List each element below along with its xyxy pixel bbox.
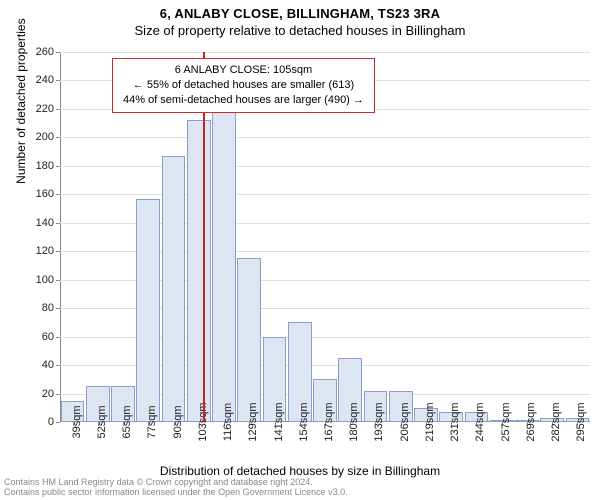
x-axis-title: Distribution of detached houses by size …: [0, 464, 600, 478]
attribution-line-2: Contains public sector information licen…: [4, 488, 348, 498]
y-tick-label: 180: [30, 160, 60, 172]
y-tick-label: 160: [30, 188, 60, 200]
bar: [237, 258, 261, 422]
info-line-1: 6 ANLABY CLOSE: 105sqm: [123, 63, 364, 78]
y-tick-label: 60: [30, 331, 60, 343]
x-tick-label: 116sqm: [214, 403, 234, 441]
x-tick-label: 141sqm: [265, 402, 285, 441]
x-tick-label: 282sqm: [542, 402, 562, 441]
x-tick-label: 193sqm: [365, 402, 385, 441]
grid-line: [60, 52, 590, 53]
x-tick-label: 257sqm: [492, 402, 512, 441]
grid-line: [60, 137, 590, 138]
y-tick-label: 240: [30, 74, 60, 86]
x-tick-label: 295sqm: [567, 402, 587, 441]
x-tick-label: 231sqm: [441, 402, 461, 441]
y-tick-label: 220: [30, 103, 60, 115]
grid-line: [60, 166, 590, 167]
x-tick-label: 77sqm: [138, 405, 158, 438]
x-tick-label: 129sqm: [239, 402, 259, 441]
y-axis-title: Number of detached properties: [14, 18, 28, 183]
bar: [212, 102, 236, 422]
x-tick-label: 269sqm: [517, 402, 537, 441]
x-tick-label: 219sqm: [416, 402, 436, 441]
x-tick-label: 244sqm: [466, 402, 486, 441]
y-tick-label: 200: [30, 131, 60, 143]
x-tick-label: 167sqm: [315, 402, 335, 441]
x-tick-label: 39sqm: [63, 405, 83, 438]
y-tick-label: 260: [30, 46, 60, 58]
y-tick-label: 0: [30, 416, 60, 428]
grid-line: [60, 194, 590, 195]
y-axis-line: [60, 52, 61, 422]
y-tick-label: 120: [30, 245, 60, 257]
chart-area: 02040608010012014016018020022024026039sq…: [60, 52, 590, 422]
info-box: 6 ANLABY CLOSE: 105sqm ← 55% of detached…: [112, 58, 375, 113]
bar: [162, 156, 186, 422]
x-tick-label: 154sqm: [290, 402, 310, 441]
info-line-2: ← 55% of detached houses are smaller (61…: [123, 78, 364, 93]
x-tick-label: 65sqm: [113, 405, 133, 438]
y-tick-label: 140: [30, 217, 60, 229]
x-tick-label: 90sqm: [164, 405, 184, 438]
info-line-3: 44% of semi-detached houses are larger (…: [123, 93, 364, 108]
x-tick-label: 103sqm: [189, 402, 209, 441]
x-tick-label: 180sqm: [340, 402, 360, 441]
bar: [136, 199, 160, 422]
y-tick-label: 20: [30, 388, 60, 400]
x-tick-label: 206sqm: [391, 402, 411, 441]
bar: [187, 120, 211, 422]
page-title: 6, ANLABY CLOSE, BILLINGHAM, TS23 3RA: [0, 0, 600, 21]
page-subtitle: Size of property relative to detached ho…: [0, 21, 600, 38]
y-tick-label: 80: [30, 302, 60, 314]
y-tick-label: 40: [30, 359, 60, 371]
y-tick-label: 100: [30, 274, 60, 286]
x-tick-label: 52sqm: [88, 405, 108, 438]
attribution: Contains HM Land Registry data © Crown c…: [4, 478, 348, 498]
